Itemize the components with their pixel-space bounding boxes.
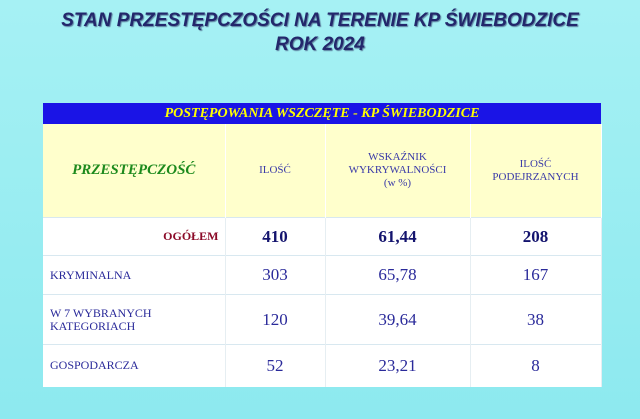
cell: 52 bbox=[225, 344, 326, 387]
row-label: KRYMINALNA bbox=[43, 255, 226, 295]
header-row: PRZESTĘPCZOŚĆ ILOŚĆ WSKAŹNIK WYKRYWALNOŚCI(… bbox=[43, 124, 602, 218]
cell: 23,21 bbox=[325, 344, 471, 387]
cell: 120 bbox=[225, 294, 326, 345]
row-label: GOSPODARCZA bbox=[43, 344, 226, 387]
cell: 410 bbox=[225, 217, 326, 256]
table-caption: POSTĘPOWANIA WSZCZĘTE - KP ŚWIEBODZICE bbox=[43, 103, 601, 124]
table-row: GOSPODARCZA 52 23,21 8 bbox=[43, 344, 602, 387]
cell: 167 bbox=[470, 255, 602, 295]
header-line: (w %) bbox=[383, 177, 412, 189]
header-line: WSKAŹNIK bbox=[368, 151, 427, 163]
header-line: ILOŚĆ bbox=[259, 164, 291, 176]
row-label: OGÓŁEM bbox=[43, 217, 226, 256]
cell: 8 bbox=[470, 344, 602, 387]
header-line: ILOŚĆ bbox=[519, 157, 552, 170]
table-row: KRYMINALNA 303 65,78 167 bbox=[43, 255, 602, 295]
column-header: ILOŚĆ bbox=[225, 124, 326, 218]
subtitle: ROK 2024 bbox=[275, 34, 365, 55]
row-label: W 7 WYBRANYCH KATEGORIACH bbox=[43, 294, 226, 345]
cell: 208 bbox=[470, 217, 602, 256]
cell: 39,64 bbox=[325, 294, 471, 345]
header-line: PODEJRZANYCH bbox=[492, 170, 579, 183]
column-header: PRZESTĘPCZOŚĆ bbox=[43, 124, 226, 218]
column-header: WSKAŹNIK WYKRYWALNOŚCI (w %) bbox=[325, 124, 471, 218]
cell: 303 bbox=[225, 255, 326, 295]
cell: 65,78 bbox=[325, 255, 471, 295]
table-row: OGÓŁEM 410 61,44 208 bbox=[43, 217, 602, 256]
column-header: ILOŚĆ PODEJRZANYCH bbox=[470, 124, 602, 218]
cell: 38 bbox=[470, 294, 602, 345]
table-row: W 7 WYBRANYCH KATEGORIACH 120 39,64 38 bbox=[43, 294, 602, 345]
header-line: PRZESTĘPCZOŚĆ bbox=[72, 162, 196, 178]
header-line: WYKRYWALNOŚCI bbox=[348, 164, 447, 176]
crime-table: POSTĘPOWANIA WSZCZĘTE - KP ŚWIEBODZICE P… bbox=[43, 103, 602, 387]
title: STAN PRZESTĘPCZOŚCI NA TERENIE KP ŚWIEBO… bbox=[61, 10, 579, 31]
cell: 61,44 bbox=[325, 217, 471, 256]
